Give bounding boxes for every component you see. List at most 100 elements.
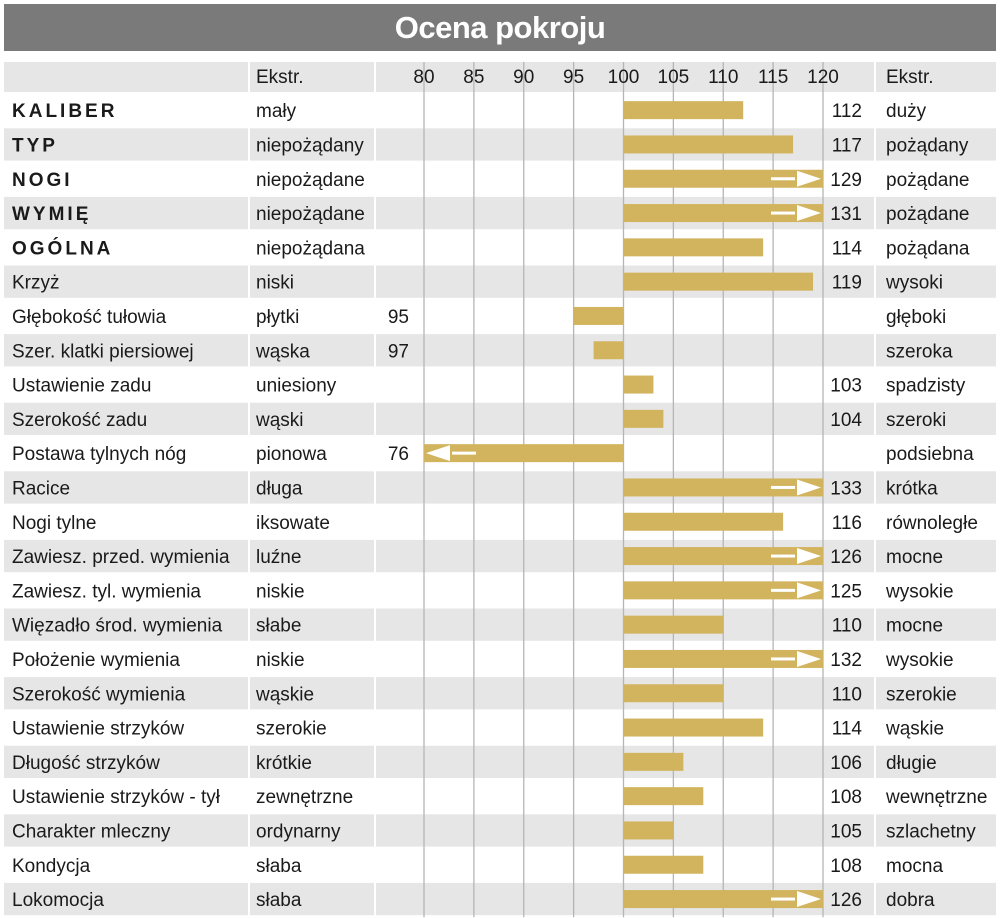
bar (593, 341, 624, 360)
high-extreme-label: mocne (886, 547, 943, 568)
high-extreme-label: mocne (886, 616, 943, 637)
low-extreme-label: wąski (255, 410, 304, 431)
high-extreme-label: wewnętrzne (885, 787, 987, 808)
tick-label: 80 (413, 67, 434, 88)
bar (623, 135, 794, 154)
row-background (4, 265, 996, 298)
high-extreme-label: szeroki (886, 410, 946, 431)
overflow-arrow-shaft (771, 657, 795, 661)
value-label: 104 (830, 410, 862, 431)
value-label: 105 (830, 821, 862, 842)
tick-label: 105 (658, 67, 690, 88)
low-extreme-label: wąska (255, 341, 310, 362)
bar (424, 444, 624, 463)
value-label: 126 (830, 547, 862, 568)
row-label: Charakter mleczny (12, 821, 171, 842)
high-extreme-label: wysoki (885, 273, 943, 294)
row-label: Ustawienie zadu (12, 376, 151, 397)
column-separators (248, 62, 876, 918)
row-label: Położenie wymienia (12, 650, 180, 671)
row-label: Lokomocja (12, 890, 104, 911)
value-label: 76 (388, 444, 409, 465)
tick-label: 100 (608, 67, 640, 88)
high-extreme-label: równoległe (886, 513, 978, 534)
value-label: 133 (830, 478, 862, 499)
value-label: 129 (830, 170, 862, 191)
bar (623, 684, 724, 703)
low-extreme-label: luźne (256, 547, 301, 568)
row-backgrounds (4, 62, 996, 916)
bar (623, 718, 764, 737)
low-extreme-label: niepożądane (256, 204, 365, 225)
row-label: Więzadło środ. wymienia (12, 616, 223, 637)
low-extreme-label: pionowa (256, 444, 327, 465)
high-extreme-label: podsiebna (886, 444, 974, 465)
value-label: 103 (830, 376, 862, 397)
bar (623, 238, 764, 257)
high-extreme-label: duży (886, 101, 927, 122)
tick-label: 110 (708, 67, 738, 88)
bar (623, 478, 823, 497)
row-background (4, 471, 996, 504)
value-label: 95 (388, 307, 409, 328)
underflow-arrow-shaft (452, 451, 476, 455)
value-label: 114 (832, 719, 863, 740)
value-label: 110 (832, 684, 862, 705)
row-background (4, 814, 996, 847)
row-label: Nogi tylne (12, 513, 97, 534)
row-label: Zawiesz. tyl. wymienia (12, 581, 201, 602)
x-axis-ticks: 80 85 90 95 100 105 110 115 120 (413, 67, 838, 88)
tick-label: 85 (463, 67, 484, 88)
high-extreme-label: szlachetny (886, 821, 976, 842)
low-extreme-label: ordynarny (256, 821, 341, 842)
low-extreme-label: niepożądany (256, 135, 364, 156)
value-label: 125 (830, 581, 862, 602)
overflow-arrow-head (797, 582, 821, 599)
row-label: Postawa tylnych nóg (12, 444, 186, 465)
chart-title: Ocena pokroju (4, 4, 996, 51)
row-background (4, 882, 996, 916)
header-background (4, 62, 996, 92)
low-extreme-label: niski (256, 273, 294, 294)
overflow-arrow-head (797, 891, 821, 908)
bar (623, 512, 784, 531)
low-extreme-label: słaba (256, 856, 302, 877)
row-label: TYP (12, 135, 58, 156)
value-label: 114 (832, 238, 863, 259)
left-extreme-header: Ekstr. (256, 67, 304, 88)
tick-label: 115 (758, 67, 788, 88)
value-label: 106 (830, 753, 862, 774)
low-extreme-label: niepożądana (256, 238, 365, 259)
row-label: Ustawienie strzyków - tył (12, 787, 221, 808)
high-extreme-label: pożądane (886, 204, 969, 225)
tick-label: 90 (513, 67, 534, 88)
value-label: 132 (830, 650, 862, 671)
bar (623, 787, 704, 806)
low-extreme-label: niepożądane (256, 170, 365, 191)
underflow-arrow-head (426, 445, 450, 462)
row-label: Szer. klatki piersiowej (12, 341, 194, 362)
bar (623, 752, 684, 771)
low-extreme-label: uniesiony (256, 376, 337, 397)
low-extreme-label: płytki (256, 307, 299, 328)
overflow-arrow-head (797, 170, 821, 187)
bar (623, 409, 664, 428)
overflow-arrow-head (797, 205, 821, 222)
high-extreme-label: wysokie (885, 581, 954, 602)
value-label: 116 (832, 513, 862, 534)
overflow-arrow-shaft (771, 485, 795, 489)
overflow-arrow-shaft (771, 897, 795, 901)
bar (623, 890, 823, 909)
high-extreme-label: spadzisty (886, 376, 966, 397)
value-label: 112 (832, 101, 862, 122)
bar (623, 615, 724, 634)
bar (623, 547, 823, 566)
high-extreme-label: szeroka (886, 341, 953, 362)
bar (623, 649, 823, 668)
value-label: 126 (830, 890, 862, 911)
low-extreme-label: długa (256, 478, 303, 499)
bar (623, 272, 814, 291)
overflow-arrow-shaft (771, 588, 795, 592)
row-label: Głębokość tułowia (12, 307, 167, 328)
